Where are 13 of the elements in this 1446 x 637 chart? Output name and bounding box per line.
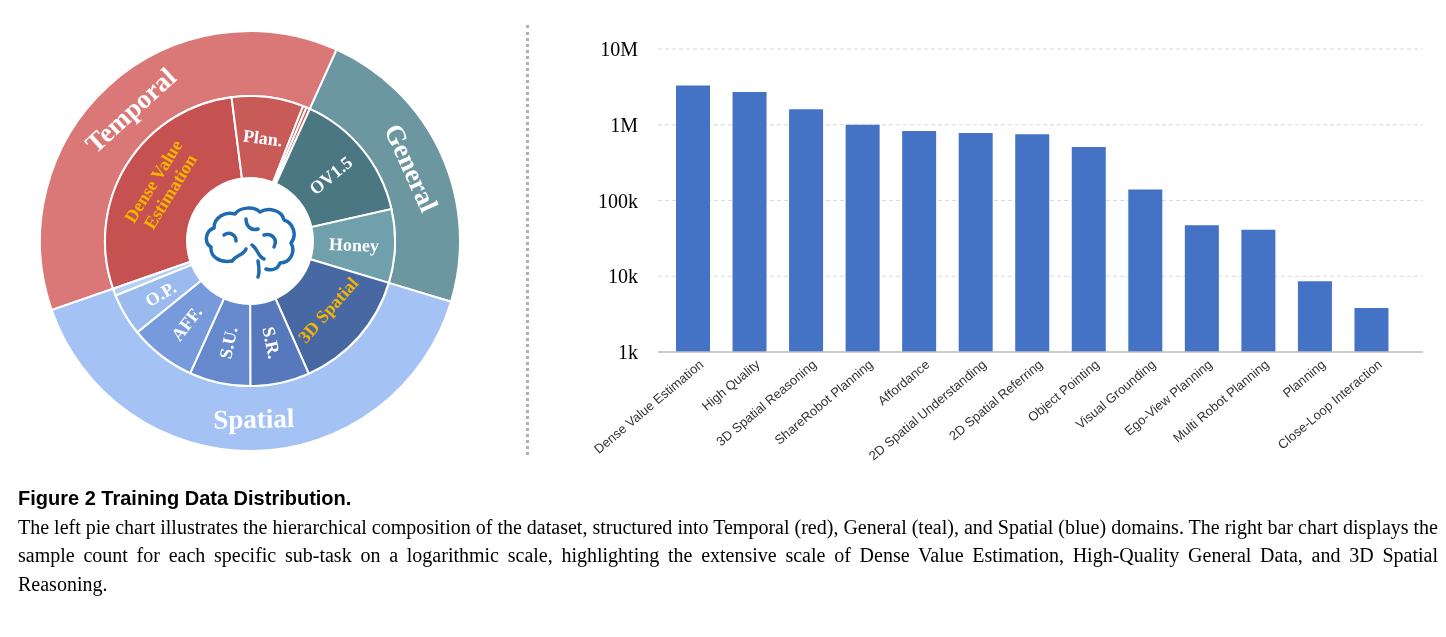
caption: Figure 2 Training Data Distribution. bbox=[18, 486, 353, 511]
y-tick-label: 1k bbox=[618, 341, 638, 364]
slice-label: Honey bbox=[328, 234, 380, 256]
slice-label: Plan. bbox=[241, 125, 284, 151]
y-tick-label: 100k bbox=[598, 189, 638, 212]
slice-label: S.U. bbox=[215, 324, 242, 361]
slice-label: O.P. bbox=[141, 277, 180, 311]
y-tick-label: 10k bbox=[608, 265, 638, 288]
y-tick-label: 10M bbox=[600, 38, 639, 61]
slice-label: S.R. bbox=[258, 325, 285, 361]
slice-label: Spatial bbox=[212, 403, 296, 435]
y-tick-label: 1M bbox=[610, 113, 639, 136]
text: The left pie chart illustrates the hierarchical composition of the dataset, structured into Temporal (red), General (teal), and Spatial (blue) domains. The right bar chart displays the sample count for each specific sub-task on a logarithmic scale, highlighting the extensive scale of Dense Value Estimation, High-Quality General Data, and 3D Spatial Reasoning. bbox=[18, 514, 1438, 598]
